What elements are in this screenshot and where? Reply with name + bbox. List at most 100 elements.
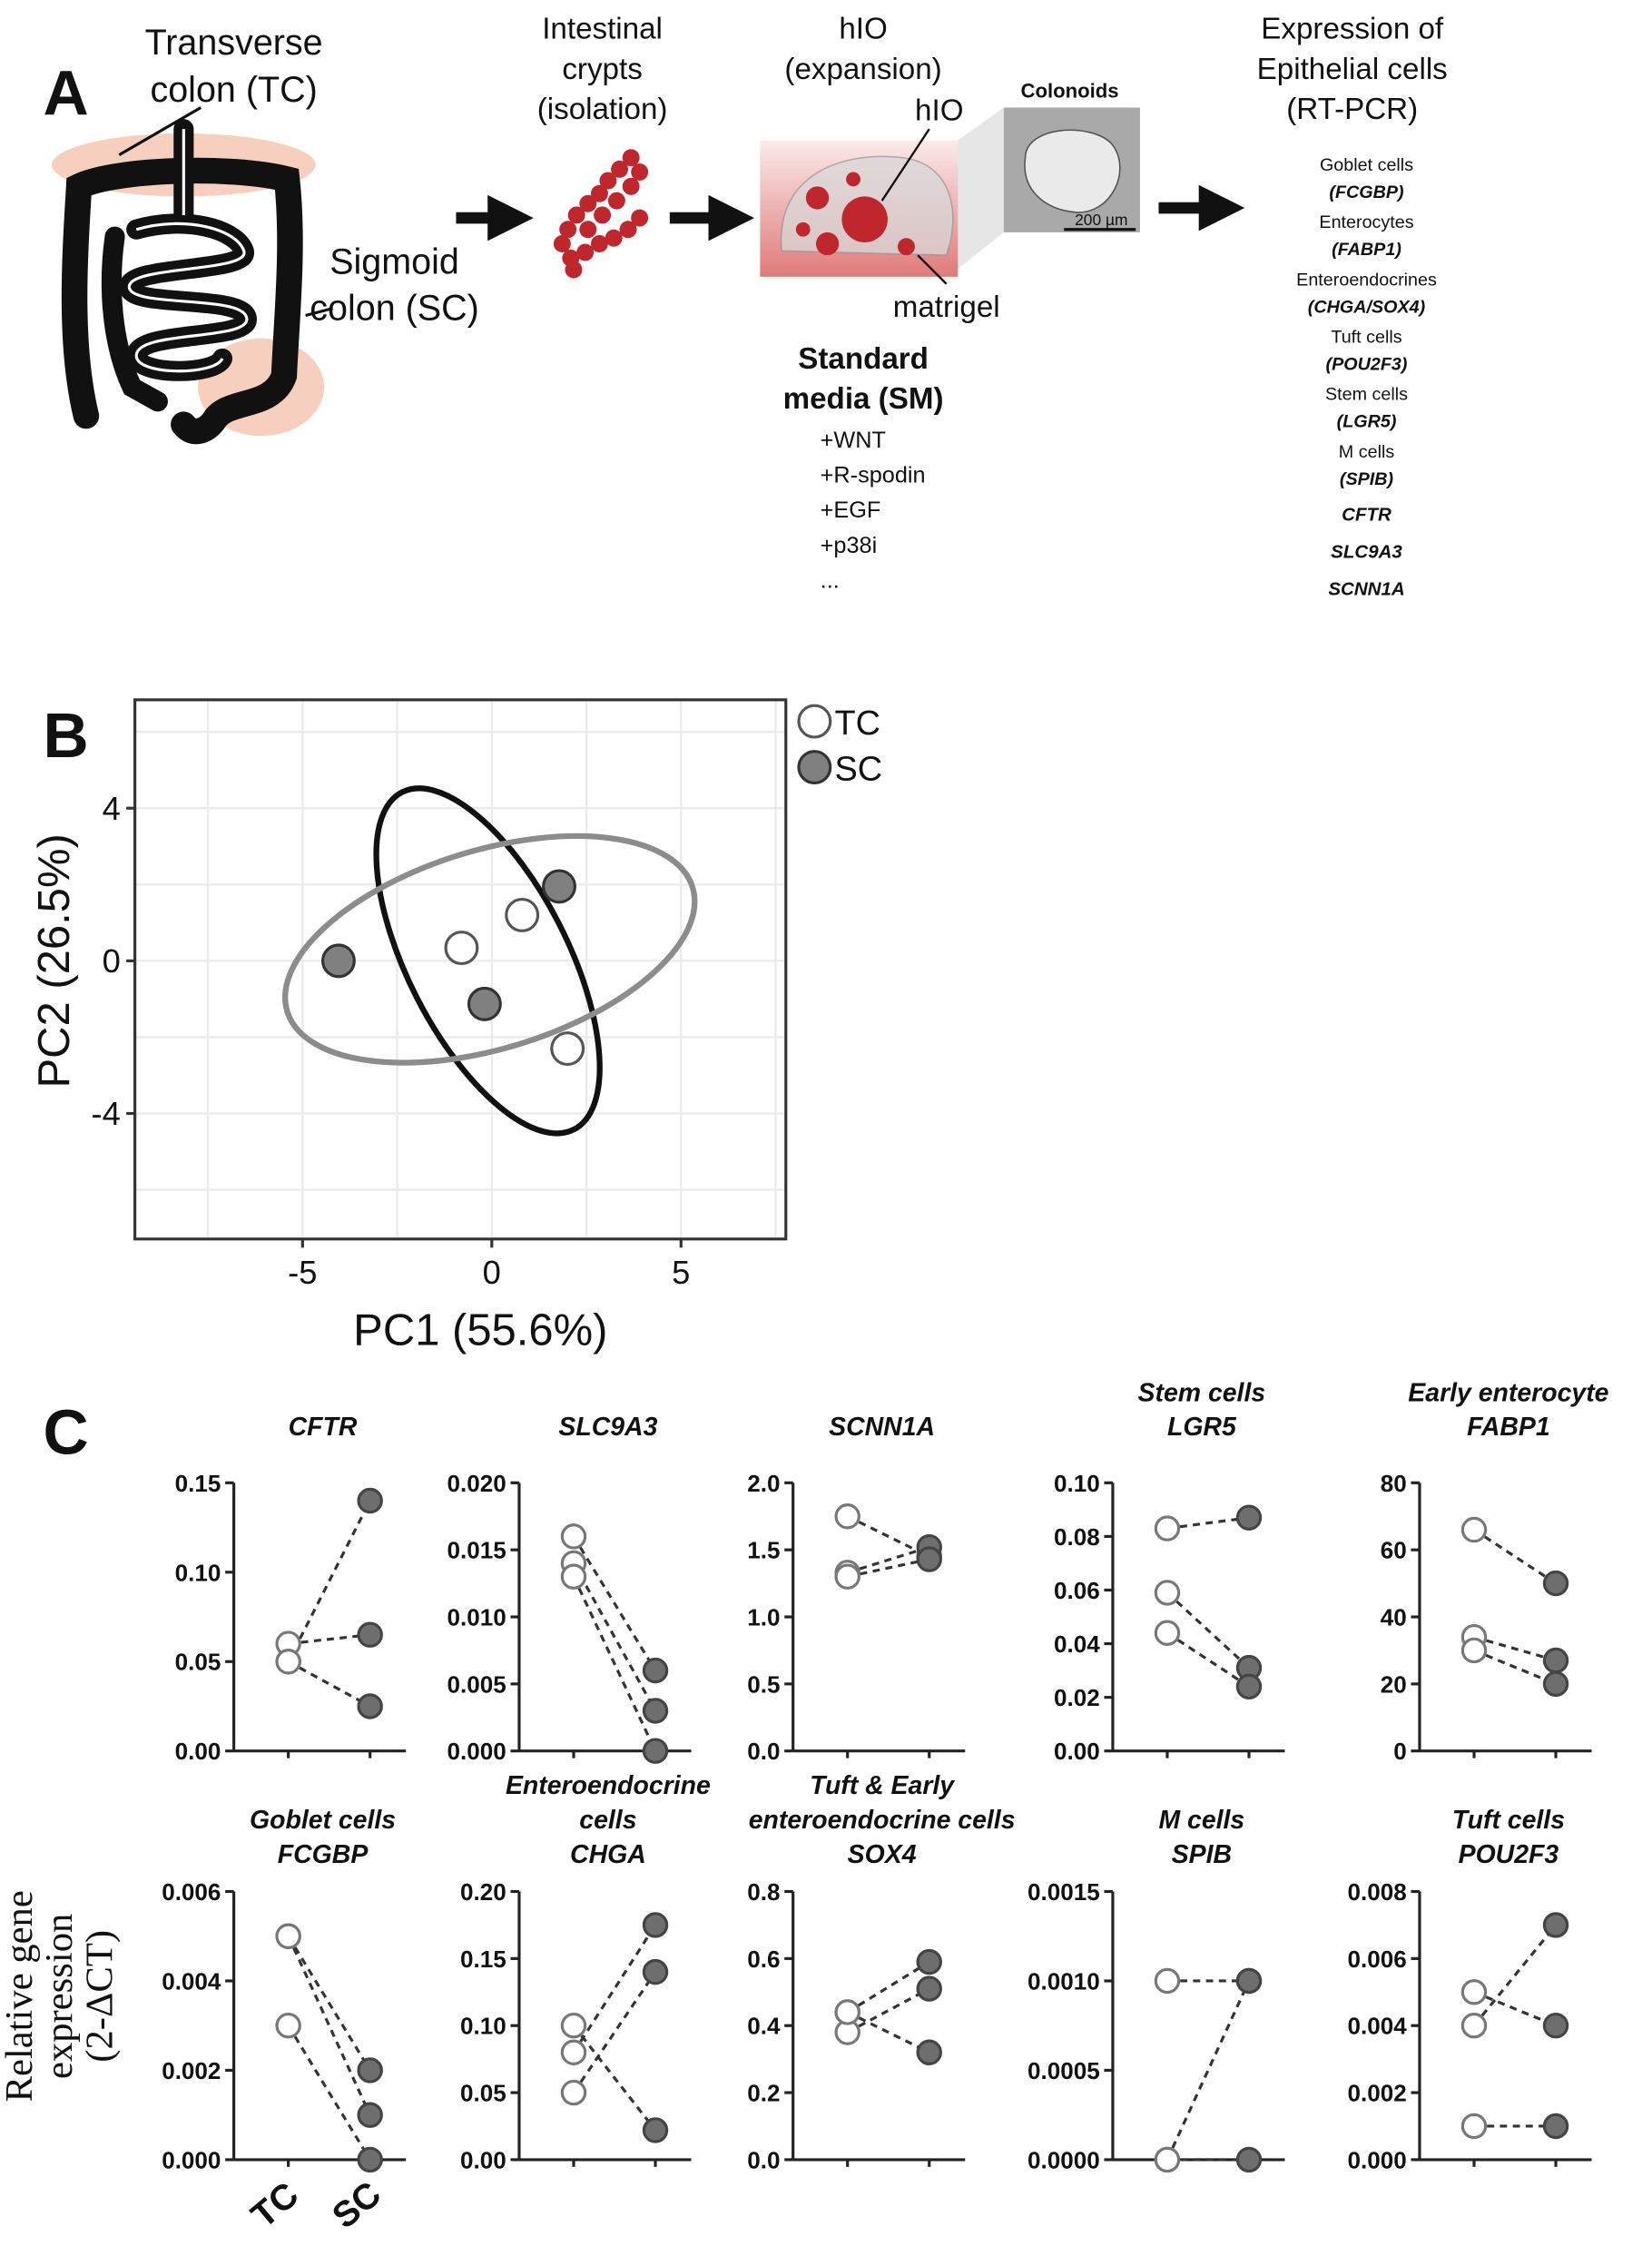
y-tick-label: 0.0015 [1028,1878,1100,1906]
gene: CFTR [1342,504,1391,525]
plot-title: CFTR [289,1413,358,1442]
y-tick-label: 0.002 [1348,2080,1407,2107]
tc-point [1460,1516,1488,1543]
paired-plot: 0.0000 0.0005 0.0010 0.0015 M cells SPIB [1028,1806,1285,2173]
pair-line [572,1562,657,1712]
point [542,869,576,904]
sc-point [1235,1504,1263,1531]
x-axis-title: PC1 (55.6%) [353,1306,607,1355]
paired-plot: 0.000 0.002 0.004 0.006 Goblet cells FCGBP TC S… [162,1806,407,2236]
y-tick-label: 0.5 [747,1670,780,1698]
plot-title: cells [579,1806,636,1835]
plot-title: POU2F3 [1459,1840,1559,1869]
pca-plot: -5 0 5 -4 0 4 PC1 (55.6%) PC2 (26.5%) TC SC [30,698,882,1355]
sc-point [1235,2146,1263,2173]
y-tick-label: 0.10 [175,1559,221,1586]
pair-line [287,1500,372,1662]
sc-point [357,2057,383,2084]
x-tick-label: -5 [288,1254,317,1291]
tc-point [834,1503,860,1530]
sc-point [1542,1670,1569,1698]
sc-point [357,2102,383,2128]
y-tick-label: 1.0 [747,1603,780,1630]
paired-plot: 0.00 0.02 0.04 0.06 0.08 0.10 Stem cells LGR5 [1054,1378,1285,1765]
point [444,931,479,966]
plot-title: SPIB [1172,1840,1232,1869]
plot-title: Early enterocyte [1408,1378,1608,1407]
y-tick-label: 0.0010 [1028,1967,1100,1995]
colon-illustration [52,106,334,445]
sc-point [642,2117,669,2143]
pair-line [287,1936,372,2116]
sc-point [357,2146,383,2173]
plot-title: SLC9A3 [558,1413,657,1442]
marker-gene: (FCGBP) [1329,182,1403,202]
media-label: Standard [798,342,929,376]
gene: SLC9A3 [1331,541,1402,562]
crypts-label: (isolation) [537,93,668,126]
hio-title: (expansion) [784,53,941,86]
tc-point [1154,1967,1181,1995]
sc-point [642,1657,669,1684]
y-tick-label: 0.08 [1054,1523,1100,1551]
y-tick-label: 0.04 [1054,1630,1100,1658]
point [505,897,540,932]
sc-point [916,2039,942,2065]
tc-point [275,1923,301,1949]
tc-point [1460,1637,1488,1664]
plot-title: FCGBP [278,1840,369,1869]
x-tick-label: SC [325,2173,388,2236]
y-tick-label: -4 [92,1095,121,1132]
sc-point [916,1975,942,2002]
sc-point [642,1738,669,1764]
pair-line [1472,1924,1558,2027]
plot-title: M cells [1158,1806,1244,1835]
tc-point [1154,2146,1181,2173]
y-tick-label: 0.004 [1348,2013,1408,2040]
tc-point [834,1563,860,1590]
y-tick-label: 0 [103,942,121,980]
y-tick-label: 60 [1381,1537,1407,1564]
cell-type: Enteroendocrines [1296,270,1437,290]
pair-line [572,2024,657,2132]
y-tick-label: 4 [103,790,121,827]
pair-line [847,1557,930,1579]
plot-title: Tuft cells [1452,1806,1565,1835]
sc-point [1542,1570,1569,1597]
y-tick-label: 0.000 [447,1738,506,1765]
sc-point [642,1958,669,1985]
tc-point [560,2039,587,2065]
point [320,943,356,979]
pair-line [287,1935,372,2072]
tc-point [275,2012,301,2039]
pair-line [287,1660,371,1708]
plot-title: Enteroendocrine [506,1771,711,1800]
plot-background [134,699,786,1239]
confidence-ellipse [281,832,698,1066]
sc-point [1235,1967,1263,1995]
gene: SCNN1A [1328,579,1404,600]
y-tick-label: 0.20 [460,1878,506,1906]
x-tick-label: TC [244,2174,307,2236]
cell-type: Enterocytes [1319,212,1413,232]
paired-plot: 0.000 0.002 0.004 0.006 0.008 Tuft cells POU2F… [1348,1806,1592,2173]
paired-plot: 0.00 0.05 0.10 0.15 CFTR [175,1413,407,1765]
supplement: +EGF [821,498,881,523]
supplement: +R-spodin [821,463,926,488]
plot-title: Stem cells [1138,1378,1266,1407]
sc-point [357,1621,383,1648]
plot-title: SOX4 [848,1840,917,1869]
tc-point [834,1999,860,2025]
y-tick-label: 0.10 [1054,1470,1100,1497]
cell-type: Tuft cells [1331,328,1401,348]
paired-plot: 0.000 0.005 0.010 0.015 0.020 SLC9A3 [447,1413,692,1765]
y-tick-label: 0.4 [747,2013,781,2040]
tc-label: Transverse [145,23,323,63]
point [550,1031,585,1066]
y-tick-label: 20 [1381,1670,1407,1698]
sc-point [1542,2113,1569,2140]
y-tick-label: 40 [1381,1603,1407,1630]
tc-label: colon (TC) [150,70,317,110]
y-tick-label: 0.006 [1348,1946,1407,1973]
legend-label: SC [834,750,882,788]
